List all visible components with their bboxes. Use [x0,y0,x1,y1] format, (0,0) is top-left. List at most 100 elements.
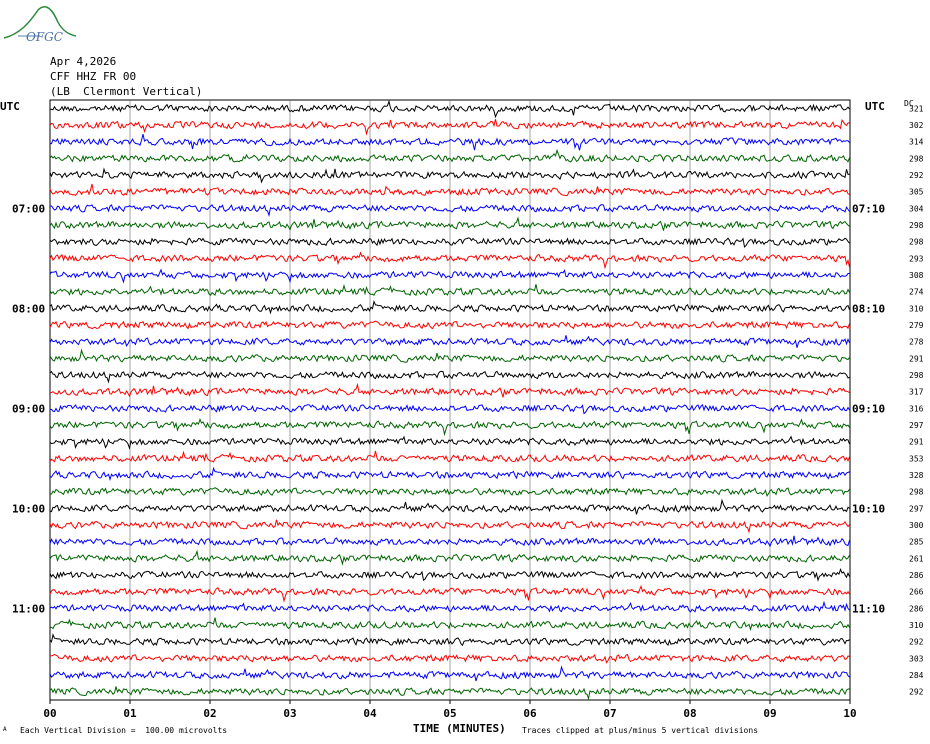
dc-offset-label: 304 [909,204,924,213]
trace-line [49,417,850,437]
dc-offset-label: 274 [909,288,924,297]
dc-offset-label: 286 [909,604,924,613]
trace-line [49,584,850,603]
trace-line [49,450,850,463]
header-date: Apr 4,2026 [50,55,117,68]
left-hour-label: 08:00 [12,302,45,315]
trace-line [49,216,850,231]
dc-offset-label: 291 [909,354,924,363]
logo-text: OFGC [26,30,63,44]
trace-line [49,633,850,647]
dc-offset-label: 303 [909,654,924,663]
x-tick-label: 04 [363,707,377,720]
trace-line [49,251,850,270]
dc-offset-label: 297 [909,421,924,430]
left-time-labels: 07:00 08:00 09:00 10:00 11:00 [12,202,45,615]
trace-line [49,183,850,197]
x-tick-label: 06 [523,707,537,720]
trace-line [49,686,850,701]
trace-line [49,370,850,384]
x-tick-label: 01 [123,707,137,720]
x-tick-label: 08 [683,707,696,720]
dc-offset-label: 285 [909,538,924,547]
dc-offset-label: 302 [909,121,924,130]
trace-line [49,320,850,330]
dc-offset-label: 328 [909,471,924,480]
x-tick-label: 09 [763,707,776,720]
trace-line [49,335,850,348]
trace-line [49,237,850,248]
dc-offset-label: 314 [909,138,924,147]
dc-offset-label: 293 [909,254,924,263]
trace-line [49,99,850,119]
right-time-label: 09:10 [852,402,885,415]
trace-line [49,567,850,582]
trace-line [49,283,850,297]
dc-offset-label: 298 [909,154,924,163]
dc-offset-label: 292 [909,638,924,647]
trace-line [49,665,850,682]
left-hour-label: 11:00 [12,602,45,615]
trace-line [49,348,850,363]
dc-offset-label: 266 [909,588,924,597]
right-utc-label: UTC [865,100,885,113]
footer-scale: Each Vertical Division = 100.00 microvol… [20,726,228,735]
dc-offset-label: 298 [909,371,924,380]
trace-line [49,600,850,613]
dc-offset-label: 297 [909,504,924,513]
dc-offset-label: 279 [909,321,924,330]
traces [49,99,850,701]
right-time-label: 08:10 [852,302,885,315]
x-tick-label: 10 [843,707,856,720]
dc-offset-label: 353 [909,454,924,463]
trace-line [49,435,850,450]
dc-offset-label: 292 [909,688,924,697]
header-location: (LB Clermont Vertical) [50,85,203,98]
left-hour-label: 10:00 [12,502,45,515]
trace-line [49,519,850,534]
dc-offset-label: 292 [909,171,924,180]
x-axis-title: TIME (MINUTES) [413,722,506,735]
trace-line [49,653,850,664]
trace-line [49,549,850,566]
right-time-label: 07:10 [852,202,885,215]
dc-offset-label: 310 [909,304,924,313]
header-station: CFF HHZ FR 00 [50,70,137,83]
dc-offset-label: 261 [909,554,924,563]
grid-lines [129,100,771,700]
footer-mark: A [3,726,7,733]
dc-offset-label: 298 [909,488,924,497]
mountain-logo-icon [3,5,77,39]
trace-line [49,466,850,482]
dc-offset-labels: 321 302 314 298 292 305 304 298 298 293 308 274 310 2… [909,104,924,696]
trace-line [50,487,850,498]
trace-line [49,498,850,515]
dc-offset-label: 305 [909,188,924,197]
x-tick-label: 07 [603,707,616,720]
footer-clip: Traces clipped at plus/minus 5 vertical … [522,726,759,735]
left-hour-label: 07:00 [12,202,45,215]
x-tick-label: 02 [203,707,216,720]
trace-line [49,203,850,218]
trace-line [49,404,850,415]
left-hour-label: 09:00 [12,402,45,415]
right-time-labels: 07:10 08:10 09:10 10:10 11:10 [852,202,885,615]
trace-line [49,167,850,184]
dc-offset-label: 316 [909,404,924,413]
dc-offset-label: 308 [909,271,924,280]
dc-offset-label: 278 [909,338,924,347]
x-tick-labels: 00 01 02 03 04 05 06 07 08 09 10 [43,700,857,720]
trace-line [49,119,850,136]
right-time-label: 11:10 [852,602,885,615]
dc-offset-label: 298 [909,221,924,230]
dc-offset-label: 321 [909,104,924,113]
dc-offset-label: 291 [909,438,924,447]
x-tick-label: 05 [443,707,456,720]
trace-line [49,148,850,163]
dc-offset-label: 310 [909,621,924,630]
x-tick-label: 03 [283,707,296,720]
trace-line [49,535,850,548]
left-utc-label: UTC [0,100,20,113]
x-tick-label: 00 [43,707,56,720]
